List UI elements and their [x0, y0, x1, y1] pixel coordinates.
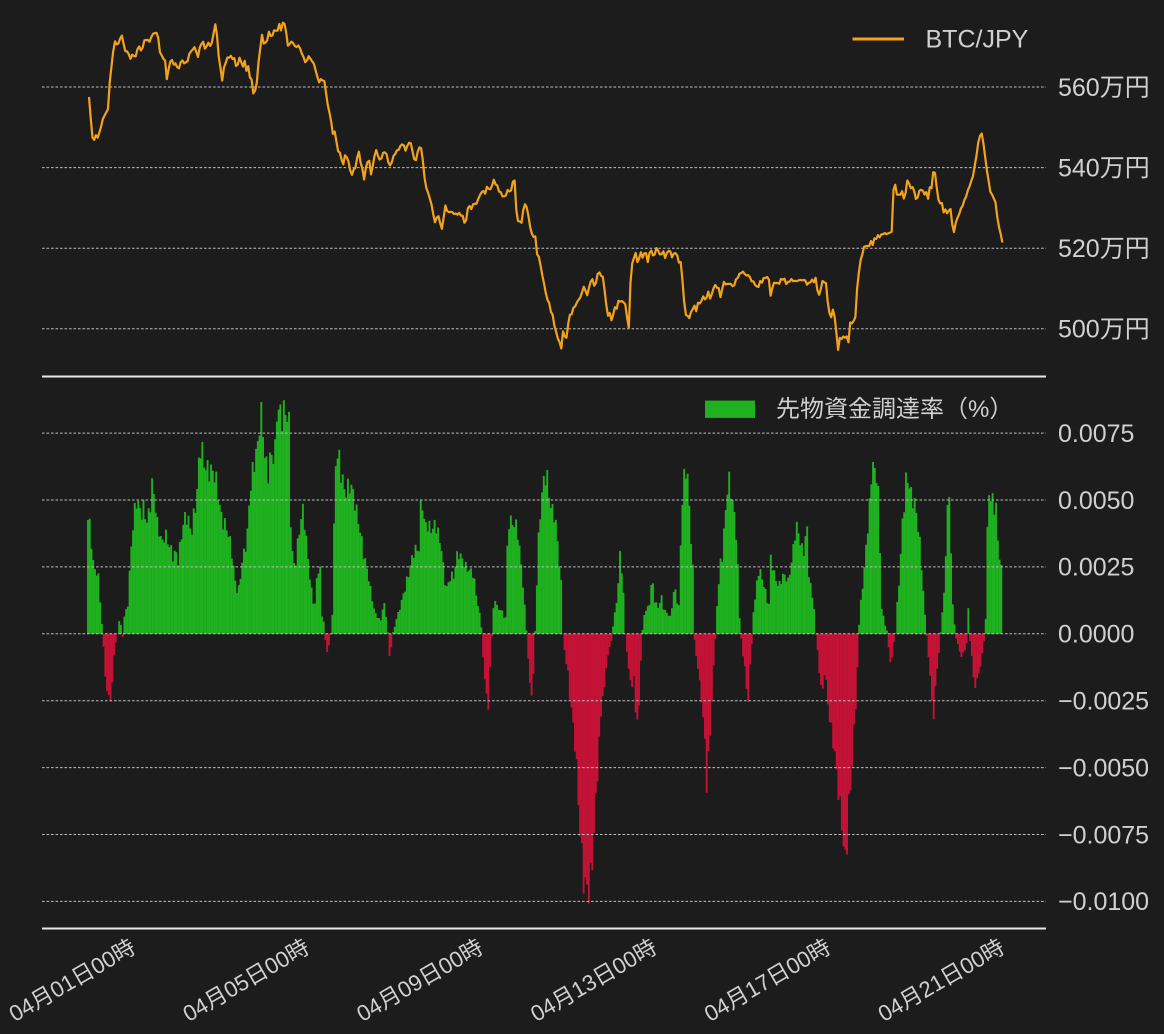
svg-text:%: % — [968, 396, 989, 423]
svg-text:BTC/JPY: BTC/JPY — [926, 26, 1029, 54]
svg-text:0.0050: 0.0050 — [1058, 487, 1134, 515]
svg-text:−0.0025: −0.0025 — [1058, 688, 1149, 716]
svg-text:560: 560 — [1058, 74, 1100, 102]
svg-text:−0.0050: −0.0050 — [1058, 754, 1149, 782]
svg-text:500: 500 — [1058, 316, 1100, 344]
svg-text:−0.0075: −0.0075 — [1058, 821, 1149, 849]
svg-text:0.0025: 0.0025 — [1058, 554, 1134, 582]
svg-text:0.0000: 0.0000 — [1058, 621, 1134, 649]
svg-text:520: 520 — [1058, 235, 1100, 263]
svg-text:0.0075: 0.0075 — [1058, 420, 1134, 448]
svg-text:540: 540 — [1058, 154, 1100, 182]
svg-text:−0.0100: −0.0100 — [1058, 888, 1149, 916]
